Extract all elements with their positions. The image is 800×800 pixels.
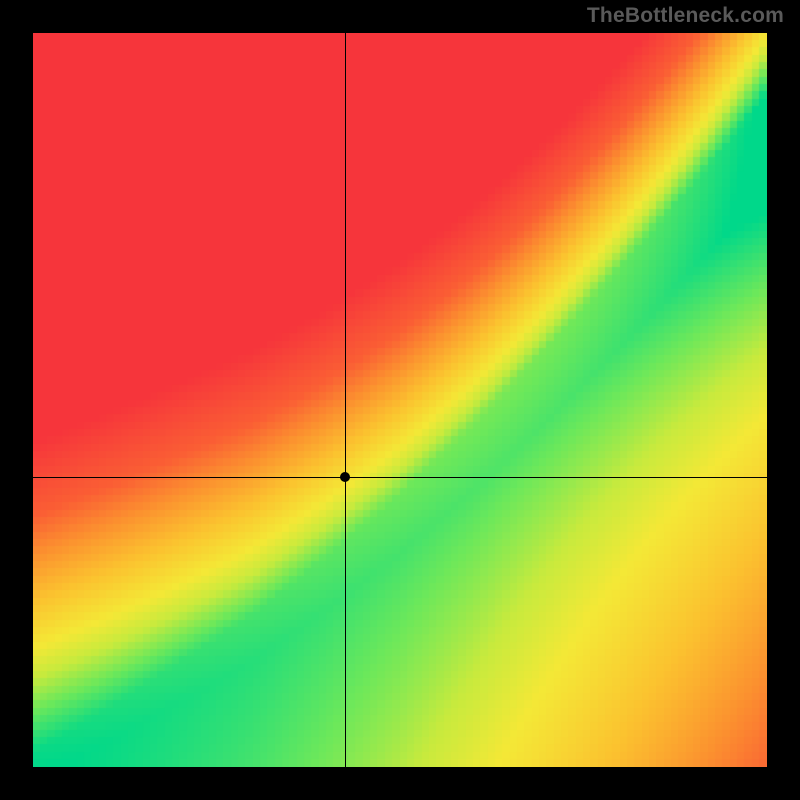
crosshair-vertical [345, 33, 346, 767]
crosshair-horizontal [33, 477, 767, 478]
heatmap-canvas [33, 33, 767, 767]
heatmap-plot [33, 33, 767, 767]
data-point-marker [340, 472, 350, 482]
watermark-text: TheBottleneck.com [587, 4, 784, 28]
